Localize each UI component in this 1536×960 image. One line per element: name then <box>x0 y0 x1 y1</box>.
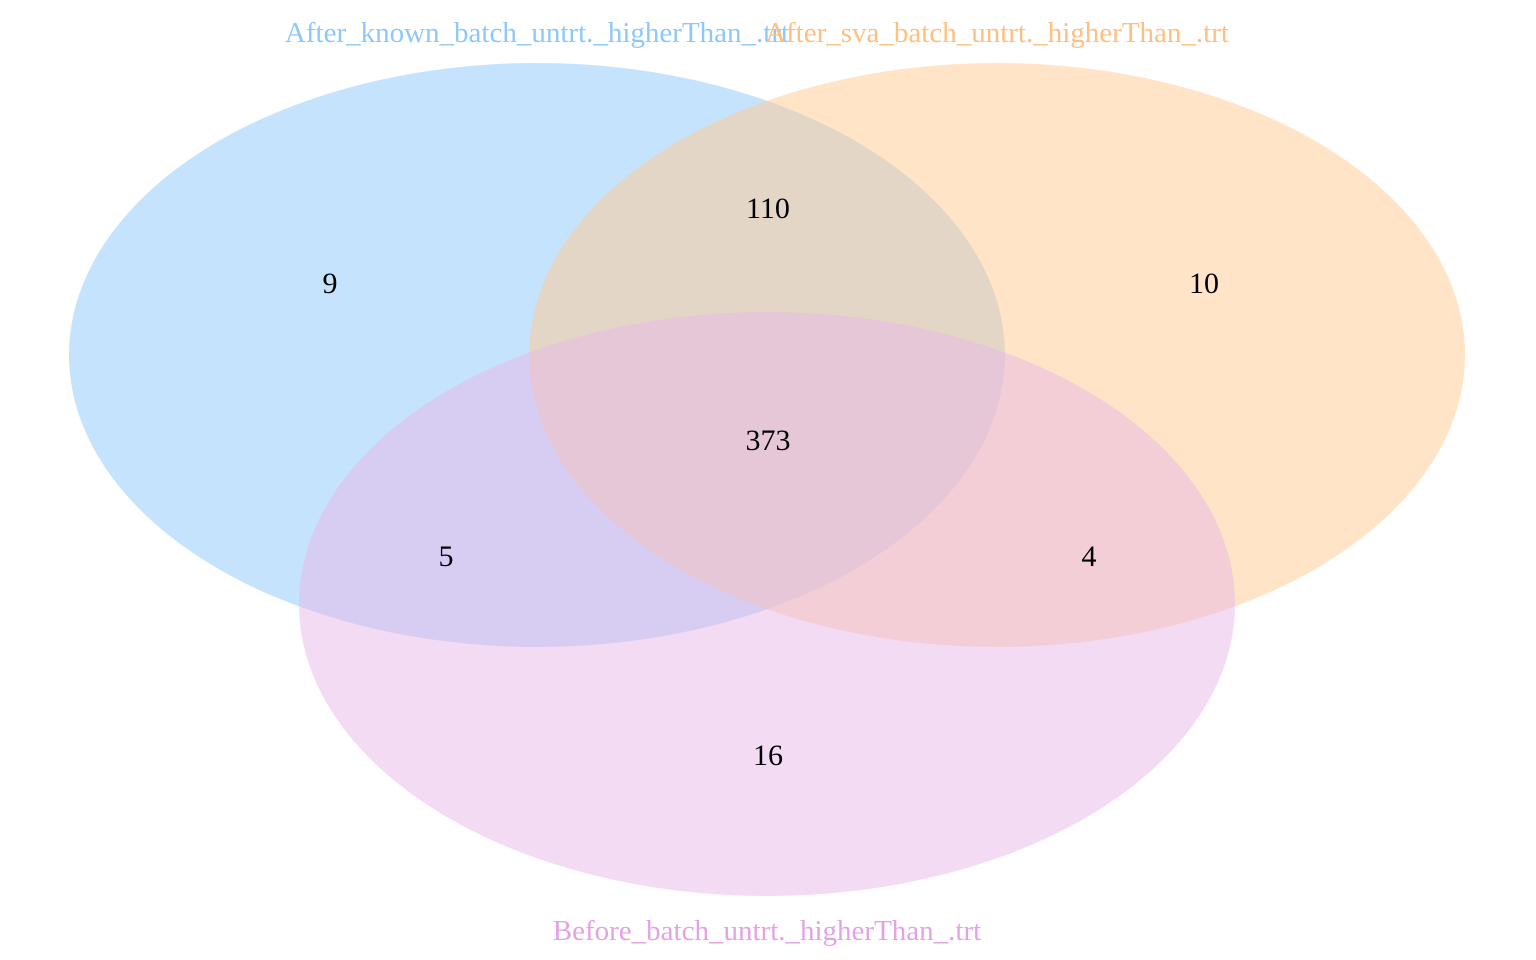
region-counts: 9 10 110 373 5 4 16 <box>323 192 1220 772</box>
set-ellipses <box>69 63 1465 896</box>
set-labels: After_known_batch_untrt._higherThan_.trt… <box>285 17 1229 947</box>
set-label-before: Before_batch_untrt._higherThan_.trt <box>553 915 981 947</box>
count-known-before: 5 <box>439 540 454 573</box>
count-all-three: 373 <box>746 424 791 457</box>
count-sva-only: 10 <box>1189 267 1219 300</box>
count-before-only: 16 <box>753 739 783 772</box>
set-label-sva: After_sva_batch_untrt._higherThan_.trt <box>765 17 1229 49</box>
count-known-only: 9 <box>323 267 338 300</box>
count-known-sva: 110 <box>746 192 790 225</box>
set-label-known: After_known_batch_untrt._higherThan_.trt <box>285 17 789 49</box>
count-sva-before: 4 <box>1082 540 1097 573</box>
set-ellipse-before <box>299 312 1235 896</box>
